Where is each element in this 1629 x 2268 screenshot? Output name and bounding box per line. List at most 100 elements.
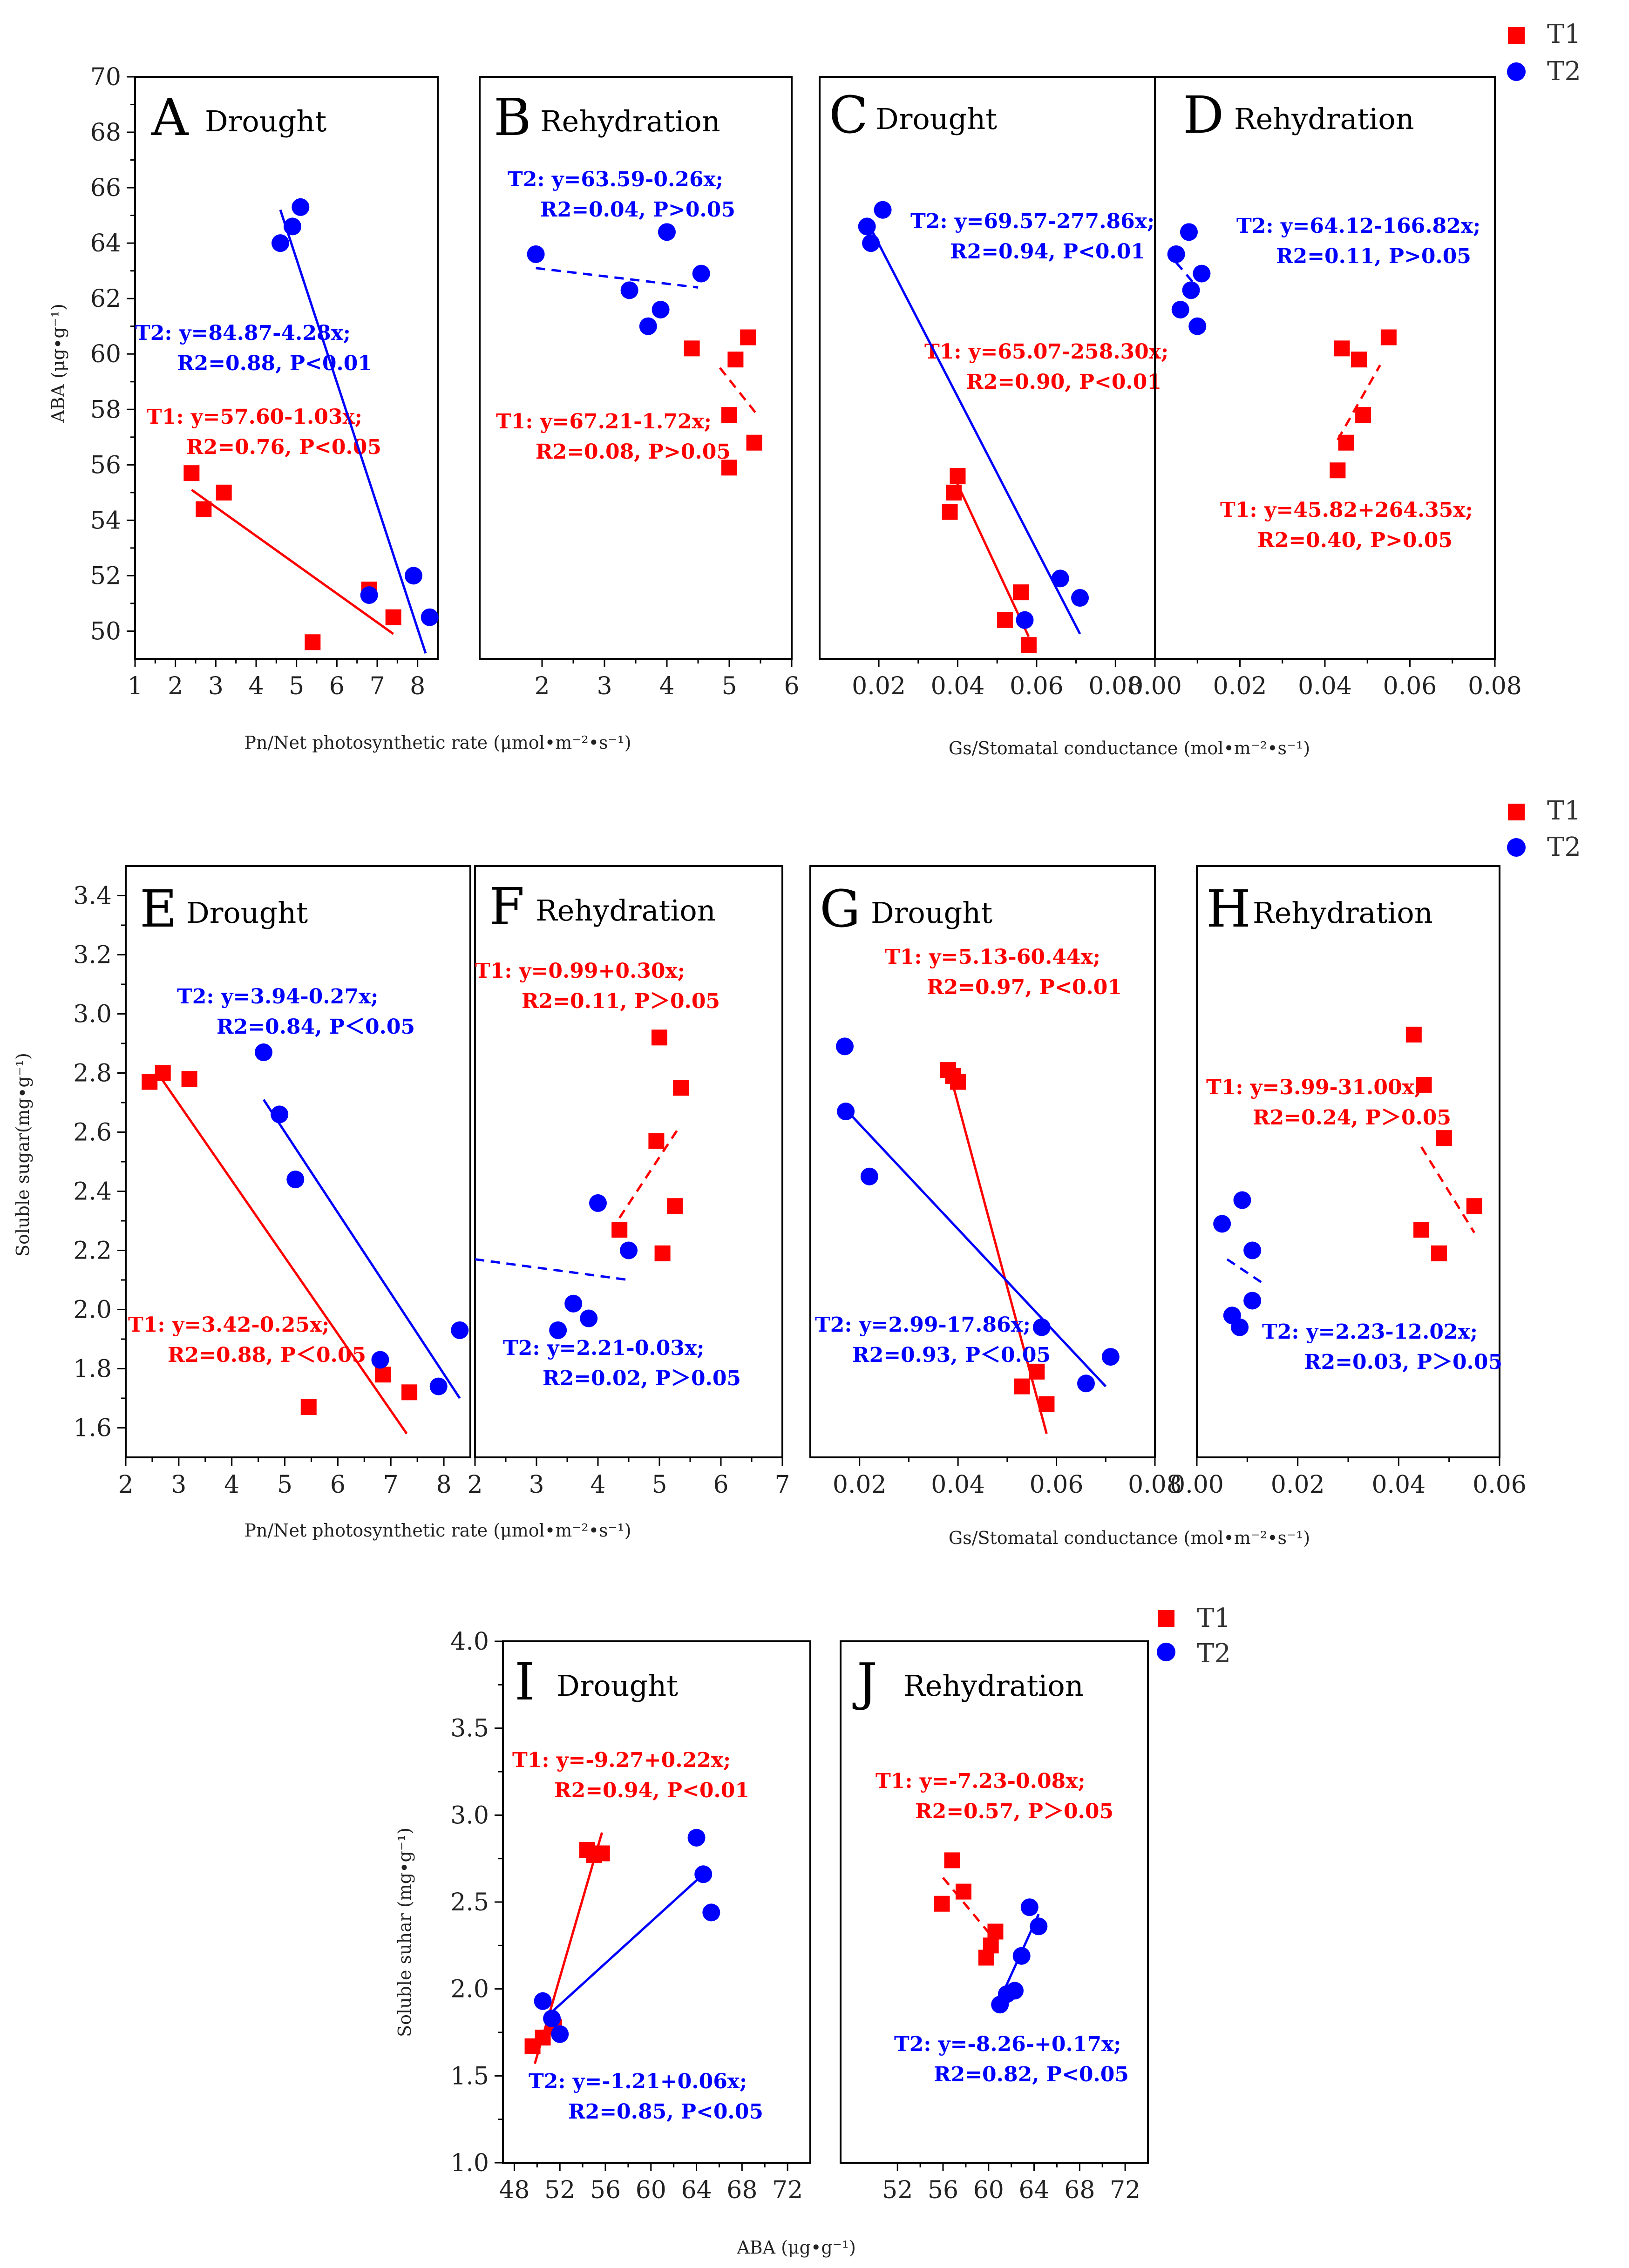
x-tick-label: 56 xyxy=(928,2176,958,2204)
regression-r2: R2=0.90, P<0.01 xyxy=(966,370,1161,394)
plot-frame xyxy=(819,76,1156,660)
fit-line xyxy=(866,220,1081,635)
y-tick-label: 54 xyxy=(90,507,121,535)
x-tick-label: 0.02 xyxy=(833,1471,887,1499)
data-point-circle xyxy=(1101,1348,1120,1366)
panel-d: 0.00 0.02 0.04 0.06 0.08 D Rehydration T1: y=45… xyxy=(1128,76,1522,700)
regression-equation: T2: y=63.59-0.26x; xyxy=(508,168,723,191)
x-tick-label: 72 xyxy=(1110,2176,1140,2204)
x-tick-label: 8 xyxy=(436,1471,452,1499)
data-point-square xyxy=(1416,1076,1432,1093)
data-point-square xyxy=(740,329,756,345)
panel-title: Drought xyxy=(871,896,992,930)
y-tick-label: 58 xyxy=(90,396,121,424)
regression-equation: T1: y=-9.27+0.22x; xyxy=(512,1748,731,1772)
regression-r2: R2=0.85, P<0.05 xyxy=(568,2100,763,2124)
fit-line xyxy=(1175,262,1199,289)
y-tick-label: 70 xyxy=(90,63,121,91)
regression-r2: R2=0.11, P>0.05 xyxy=(1276,244,1471,268)
data-point-circle xyxy=(1182,281,1200,299)
series-t2: T2: y=-1.21+0.06x; R2=0.85, P<0.05 xyxy=(529,1828,763,2124)
data-point-circle xyxy=(858,217,876,236)
x-tick-label: 2 xyxy=(467,1471,482,1499)
r2-value: 2=0.40, P>0.05 xyxy=(1275,528,1453,552)
data-point-circle xyxy=(272,234,289,252)
data-point-square xyxy=(673,1080,689,1096)
data-point-circle xyxy=(652,301,670,318)
y-tick-label: 1.0 xyxy=(450,2149,489,2177)
y-tick-label: 1.8 xyxy=(73,1355,112,1383)
x-tick-label: 5 xyxy=(721,672,737,700)
data-point-circle xyxy=(1032,1318,1051,1336)
data-point-square xyxy=(667,1198,683,1214)
r2-symbol: R xyxy=(1257,528,1275,552)
data-point-circle xyxy=(1006,1982,1024,2000)
x-tick-label: 52 xyxy=(882,2176,913,2204)
data-point-square xyxy=(155,1065,171,1081)
fit-line xyxy=(1226,1258,1263,1284)
series-t1: T1: y=67.21-1.72x; R2=0.08, P>0.05 xyxy=(496,329,762,476)
data-point-square xyxy=(305,634,321,650)
panel-e: 1.6 1.8 2.0 2.2 2.4 2.6 2.8 3.0 3.2 3.4 2 3 4 5 6 7 8 E Dr… xyxy=(73,865,471,1499)
data-point-circle xyxy=(543,2010,561,2028)
x-tick-label: 0.00 xyxy=(1170,1471,1224,1499)
data-point-circle xyxy=(284,217,301,236)
regression-equation: T2: y=3.94-0.27x; xyxy=(177,985,378,1009)
r2-value: 2=0.11, P>0.05 xyxy=(1293,244,1471,268)
panel-letter: C xyxy=(829,85,868,145)
x-tick-label: 5 xyxy=(289,672,304,700)
data-point-square xyxy=(1029,1363,1045,1380)
data-point-circle xyxy=(451,1321,469,1339)
x-tick-label: 0.04 xyxy=(931,672,985,700)
x-tick-label: 60 xyxy=(973,2176,1004,2204)
panel-letter: F xyxy=(489,877,524,936)
series-t2: T2: y=64.12-166.82x; R2=0.11, P>0.05 xyxy=(1167,214,1480,335)
data-point-square xyxy=(950,1074,966,1090)
data-point-circle xyxy=(589,1194,607,1212)
regression-r2: R2=0.02, P＞0.05 xyxy=(543,1367,741,1390)
plot-frame xyxy=(1154,76,1496,660)
plot-frame xyxy=(479,76,793,660)
data-point-circle xyxy=(429,1377,448,1395)
regression-equation: T2: y=2.23-12.02x; xyxy=(1262,1320,1478,1344)
data-point-circle xyxy=(1243,1241,1262,1259)
fit-line xyxy=(534,1832,604,2064)
regression-r2: R2=0.88, P<0.01 xyxy=(177,352,372,375)
x-tick-label: 0.08 xyxy=(1128,1471,1182,1499)
panel-letter: G xyxy=(820,879,861,939)
panel-title: Drought xyxy=(557,1669,678,1703)
panel-i: 1.0 1.5 2.0 2.5 3.0 3.5 4.0 48 52 56 60 64 68 72 I Drou… xyxy=(450,1628,811,2204)
r2-value: 2=0.11, P＞0.05 xyxy=(539,989,720,1013)
y-tick-label: 2.6 xyxy=(73,1119,112,1147)
r2-symbol: R xyxy=(522,989,539,1013)
data-point-square xyxy=(727,352,744,368)
panel-title: Rehydration xyxy=(540,104,720,138)
panel-c: 0.02 0.04 0.06 0.08 C Drought T1: y=65.07-258.… xyxy=(819,76,1168,700)
x-tick-label: 64 xyxy=(681,2176,712,2204)
data-point-circle xyxy=(1193,264,1211,283)
plot-frame xyxy=(134,76,439,660)
fit-line xyxy=(536,267,699,289)
data-point-circle xyxy=(549,1321,567,1339)
r2-value: 2=0.85, P<0.05 xyxy=(585,2100,763,2124)
data-point-circle xyxy=(292,198,310,216)
x-tick-label: 7 xyxy=(369,672,385,700)
regression-equation: T1: y=65.07-258.30x; xyxy=(924,340,1168,364)
data-point-square xyxy=(721,460,737,476)
row2-x-axis-label-pn: Pn/Net photosynthetic rate (μmol•m⁻²•s⁻¹… xyxy=(244,1520,631,1541)
data-point-square xyxy=(684,340,700,357)
regression-equation: T1: y=0.99+0.30x; xyxy=(475,959,685,983)
regression-equation: T2: y=2.99-17.86x; xyxy=(815,1313,1031,1337)
r2-value: 2=0.08, P>0.05 xyxy=(553,440,731,464)
panel-letter: A xyxy=(151,88,189,147)
data-point-square xyxy=(950,468,966,484)
data-point-circle xyxy=(405,567,422,585)
regression-r2: R2=0.94, P<0.01 xyxy=(950,240,1145,264)
legend-row3: T1 T2 xyxy=(1157,1603,1231,1669)
data-point-circle xyxy=(620,1241,638,1259)
y-tick-label: 1.5 xyxy=(450,2062,489,2090)
r2-value: 2=0.88, P＜0.05 xyxy=(185,1343,367,1367)
